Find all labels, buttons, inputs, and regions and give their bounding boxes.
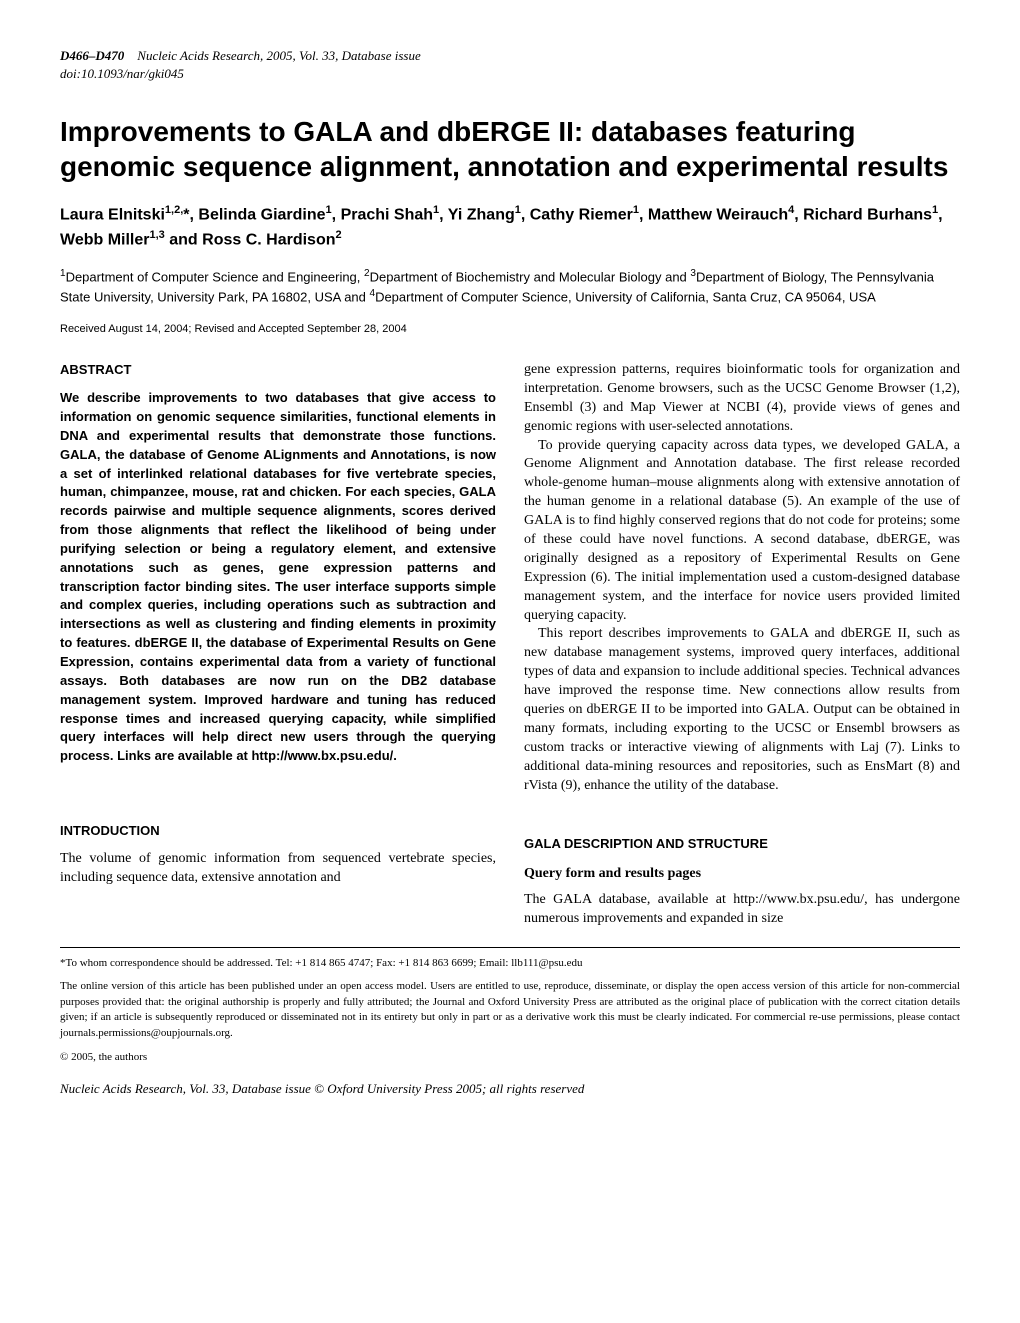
gala-paragraph: The GALA database, available at http://w…	[524, 891, 960, 929]
open-access-footnote: The online version of this article has b…	[60, 979, 960, 1041]
right-body-text: gene expression patterns, requires bioin…	[524, 361, 960, 795]
page-range: D466–D470	[60, 48, 124, 63]
gala-heading: GALA DESCRIPTION AND STRUCTURE	[524, 835, 960, 853]
right-column: gene expression patterns, requires bioin…	[524, 361, 960, 929]
paragraph-3: This report describes improvements to GA…	[524, 625, 960, 795]
journal-info: Nucleic Acids Research, 2005, Vol. 33, D…	[137, 48, 420, 63]
received-dates: Received August 14, 2004; Revised and Ac…	[60, 323, 960, 335]
affiliations: 1Department of Computer Science and Engi…	[60, 267, 960, 307]
query-subheading: Query form and results pages	[524, 864, 960, 884]
authors: Laura Elnitski1,2,*, Belinda Giardine1, …	[60, 202, 960, 253]
intro-paragraph: The volume of genomic information from s…	[60, 850, 496, 888]
introduction-text: The volume of genomic information from s…	[60, 850, 496, 888]
paragraph-2: To provide querying capacity across data…	[524, 437, 960, 626]
header-line: D466–D470 Nucleic Acids Research, 2005, …	[60, 48, 960, 64]
paragraph-1: gene expression patterns, requires bioin…	[524, 361, 960, 437]
introduction-heading: INTRODUCTION	[60, 822, 496, 840]
gala-text: The GALA database, available at http://w…	[524, 891, 960, 929]
abstract-text: We describe improvements to two database…	[60, 389, 496, 766]
abstract-heading: ABSTRACT	[60, 361, 496, 379]
left-column: ABSTRACT We describe improvements to two…	[60, 361, 496, 929]
two-column-layout: ABSTRACT We describe improvements to two…	[60, 361, 960, 929]
article-title: Improvements to GALA and dbERGE II: data…	[60, 114, 960, 184]
doi: doi:10.1093/nar/gki045	[60, 66, 960, 82]
copyright: © 2005, the authors	[60, 1051, 960, 1063]
correspondence-footnote: *To whom correspondence should be addres…	[60, 956, 960, 971]
footnote-separator	[60, 947, 960, 948]
footer: Nucleic Acids Research, Vol. 33, Databas…	[60, 1081, 960, 1097]
